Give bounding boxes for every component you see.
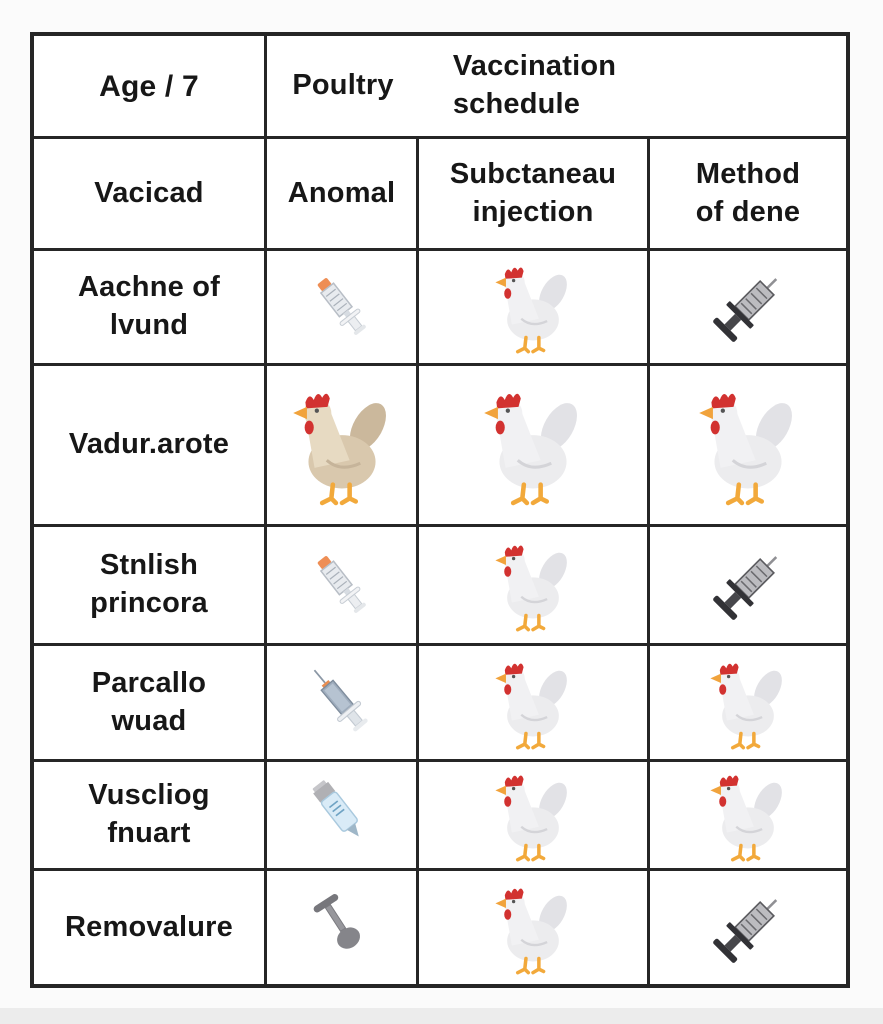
row-label-cell: Aachne of lvund: [34, 251, 267, 366]
white-chicken-icon: [486, 881, 580, 975]
row-label: Aachne of lvund: [78, 271, 220, 341]
icon-use: [495, 663, 572, 747]
dark-syringe-icon: [705, 264, 791, 350]
icon-cell: [419, 366, 650, 527]
icon-cell: [419, 762, 650, 871]
header2-col3-cell: Subctaneau injection: [419, 139, 650, 251]
header2-col2-label: Anomal: [287, 176, 396, 209]
header2-col4-cell: Method of dene: [650, 139, 846, 251]
header-poultry: Poultry: [267, 67, 419, 105]
plunger-tool-icon: [302, 888, 382, 968]
icon-cell: [419, 251, 650, 366]
white-chicken-icon: [486, 768, 580, 862]
icon-use: [495, 775, 572, 859]
icon-use: [710, 775, 787, 859]
header-age-label: Age / 7: [99, 69, 199, 103]
header-age-cell: Age / 7: [34, 36, 267, 139]
icon-use: [711, 887, 789, 965]
icon-cell: [650, 527, 846, 646]
icon-cell: [650, 871, 846, 984]
icon-cell: [267, 762, 419, 871]
brown-chicken-icon: [281, 384, 403, 506]
icon-use: [495, 267, 572, 351]
white-chicken-icon: [486, 538, 580, 632]
header2-col4-label: Method of dene: [695, 157, 801, 228]
row-label: Parcallo wuad: [91, 666, 207, 737]
icon-use: [312, 552, 370, 617]
icon-cell: [267, 251, 419, 366]
icon-use: [699, 394, 799, 503]
needle-syringe-icon: [298, 659, 386, 747]
icon-use: [711, 267, 789, 345]
light-syringe-icon: [302, 267, 382, 347]
row-label: Removalure: [64, 910, 233, 943]
header-vaccination-schedule: Vaccination schedule: [419, 48, 650, 123]
icon-use: [495, 888, 572, 972]
header2-col2-cell: Anomal: [267, 139, 419, 251]
icon-cell: [650, 366, 846, 527]
icon-use: [711, 545, 789, 623]
row-label-cell: Vuscliog fnuart: [34, 762, 267, 871]
dark-syringe-icon: [705, 542, 791, 628]
icon-cell: [419, 646, 650, 762]
icon-use: [303, 660, 372, 735]
icon-cell: [650, 251, 846, 366]
white-chicken-icon: [486, 656, 580, 750]
vaccination-table: Age / 7 Poultry Vaccination schedule Vac…: [30, 32, 850, 988]
white-chicken-icon: [486, 260, 580, 354]
white-chicken-icon: [701, 768, 795, 862]
icon-use: [484, 394, 584, 503]
white-chicken-icon: [472, 384, 594, 506]
icon-use: [312, 274, 370, 339]
icon-use: [310, 779, 366, 843]
row-label: Vadur.arote: [68, 428, 230, 461]
row-label-cell: Vadur.arote: [34, 366, 267, 527]
icon-cell: [267, 646, 419, 762]
row-label-cell: Parcallo wuad: [34, 646, 267, 762]
white-chicken-icon: [701, 656, 795, 750]
white-chicken-icon: [687, 384, 809, 506]
icon-cell: [419, 871, 650, 984]
header2-col3-label: Subctaneau injection: [449, 157, 617, 228]
row-label-cell: Removalure: [34, 871, 267, 984]
icon-cell: [650, 762, 846, 871]
icon-use: [312, 892, 365, 953]
icon-cell: [267, 366, 419, 527]
dark-syringe-icon: [705, 885, 791, 971]
header2-col1-cell: Vacicad: [34, 139, 267, 251]
bottom-band: [0, 1008, 883, 1024]
header-poultry-label: Poultry: [292, 69, 394, 102]
icon-cell: [267, 871, 419, 984]
vial-pen-icon: [300, 773, 384, 857]
header2-col1-label: Vacicad: [94, 176, 204, 209]
icon-use: [495, 545, 572, 629]
row-label-cell: Stnlish princora: [34, 527, 267, 646]
row-label: Vuscliog fnuart: [88, 779, 210, 849]
icon-cell: [650, 646, 846, 762]
icon-cell: [419, 527, 650, 646]
row-label: Stnlish princora: [90, 549, 208, 619]
icon-cell: [267, 527, 419, 646]
icon-use: [293, 394, 393, 503]
light-syringe-icon: [302, 545, 382, 625]
icon-use: [710, 663, 787, 747]
header-vaccination-schedule-label: Vaccination schedule: [452, 50, 617, 120]
header-title-cell: Poultry Vaccination schedule: [267, 36, 846, 139]
